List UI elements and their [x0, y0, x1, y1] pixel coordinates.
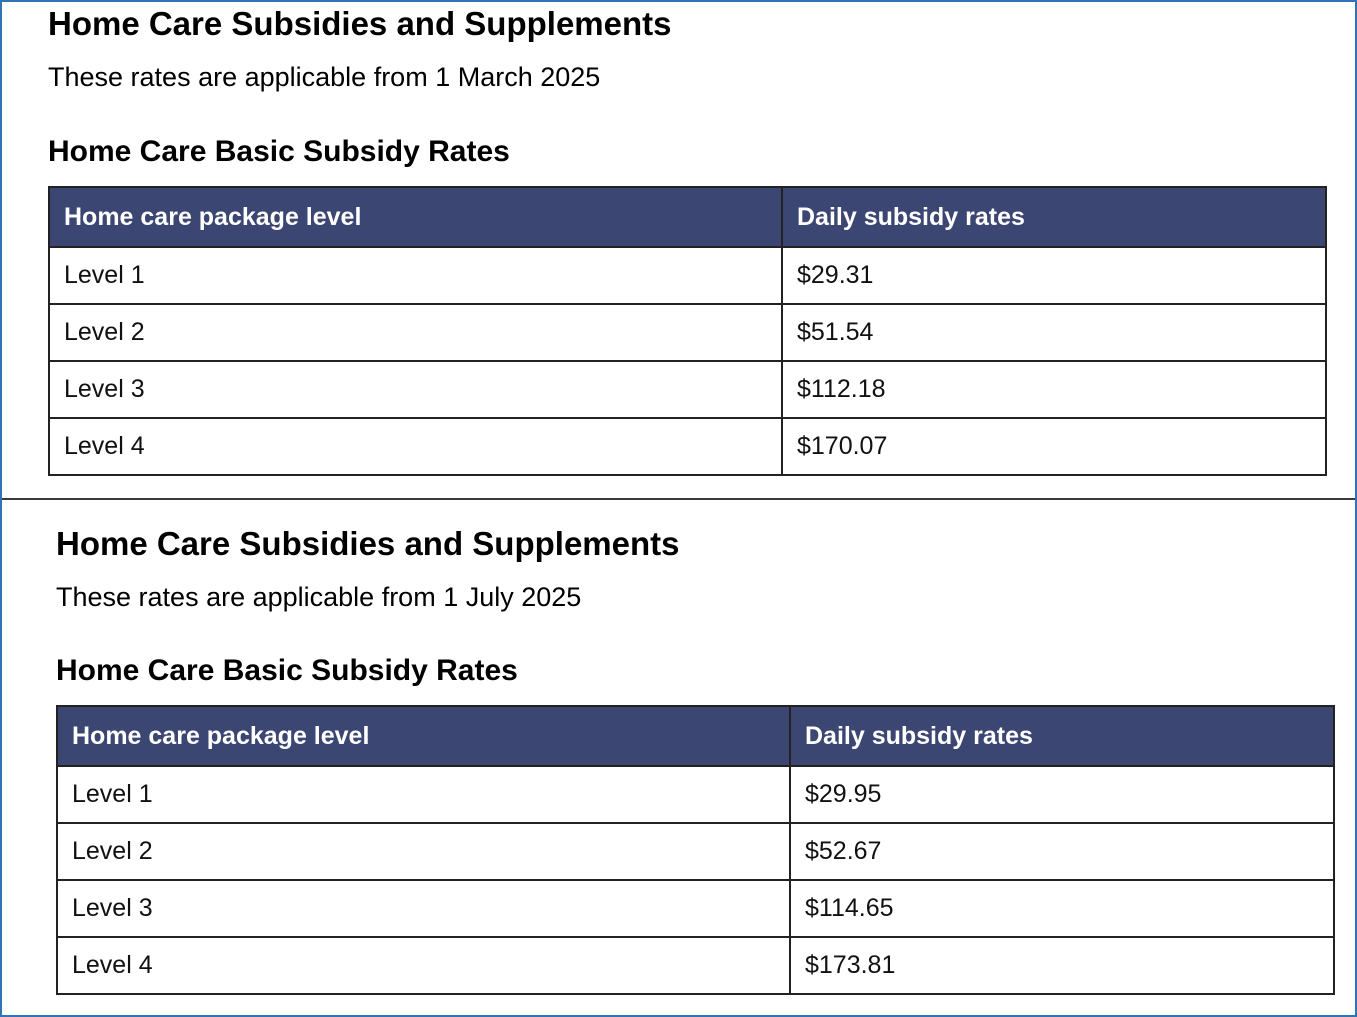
- level-cell: Level 4: [48, 417, 783, 476]
- table-row: Level 2 $51.54: [48, 303, 1327, 362]
- column-header-rate: Daily subsidy rates: [781, 186, 1327, 248]
- table-row: Level 1 $29.95: [56, 765, 1335, 824]
- rate-cell: $170.07: [781, 417, 1327, 476]
- level-cell: Level 1: [48, 246, 783, 305]
- level-cell: Level 3: [56, 879, 791, 938]
- rates-section-march: Home Care Subsidies and Supplements Thes…: [2, 2, 1355, 500]
- level-cell: Level 4: [56, 936, 791, 995]
- column-header-level: Home care package level: [56, 705, 791, 767]
- rate-cell: $29.31: [781, 246, 1327, 305]
- table-row: Level 3 $114.65: [56, 879, 1335, 938]
- section-title: Home Care Subsidies and Supplements: [48, 5, 672, 42]
- table-row: Level 4 $173.81: [56, 936, 1335, 995]
- rate-cell: $51.54: [781, 303, 1327, 362]
- section-effective-date: These rates are applicable from 1 July 2…: [56, 582, 582, 612]
- rate-cell: $52.67: [789, 822, 1335, 881]
- subsidy-rates-table: Home care package level Daily subsidy ra…: [48, 186, 1327, 476]
- table-row: Level 1 $29.31: [48, 246, 1327, 305]
- column-header-level: Home care package level: [48, 186, 783, 248]
- table-title: Home Care Basic Subsidy Rates: [48, 135, 510, 168]
- rate-cell: $173.81: [789, 936, 1335, 995]
- subsidy-rates-table: Home care package level Daily subsidy ra…: [56, 705, 1335, 995]
- section-title: Home Care Subsidies and Supplements: [56, 525, 680, 562]
- column-header-rate: Daily subsidy rates: [789, 705, 1335, 767]
- section-effective-date: These rates are applicable from 1 March …: [48, 62, 601, 92]
- rate-cell: $114.65: [789, 879, 1335, 938]
- table-header-row: Home care package level Daily subsidy ra…: [56, 705, 1335, 767]
- table-title: Home Care Basic Subsidy Rates: [56, 654, 518, 687]
- level-cell: Level 2: [56, 822, 791, 881]
- rate-cell: $29.95: [789, 765, 1335, 824]
- level-cell: Level 1: [56, 765, 791, 824]
- table-header-row: Home care package level Daily subsidy ra…: [48, 186, 1327, 248]
- table-row: Level 2 $52.67: [56, 822, 1335, 881]
- level-cell: Level 2: [48, 303, 783, 362]
- rates-section-july: Home Care Subsidies and Supplements Thes…: [2, 502, 1355, 1015]
- level-cell: Level 3: [48, 360, 783, 419]
- table-row: Level 3 $112.18: [48, 360, 1327, 419]
- rate-cell: $112.18: [781, 360, 1327, 419]
- table-row: Level 4 $170.07: [48, 417, 1327, 476]
